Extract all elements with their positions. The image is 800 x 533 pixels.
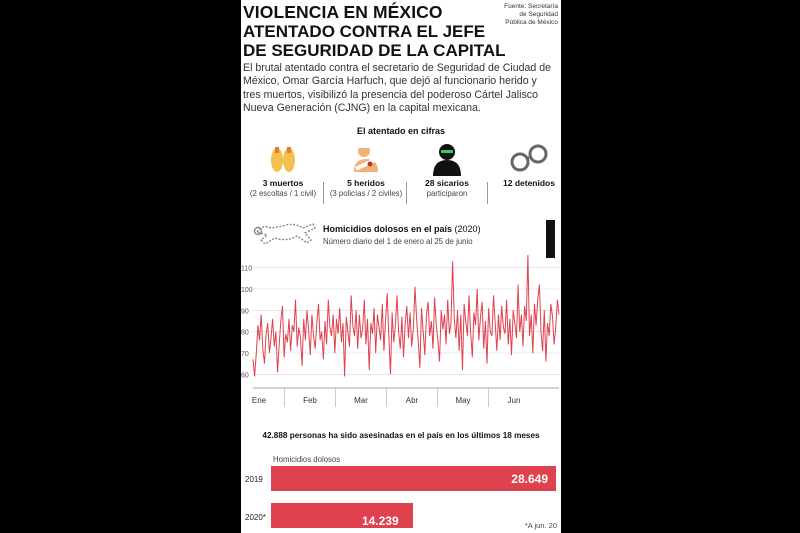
x-tick-label: Mar: [354, 396, 368, 405]
stat-heridos: 5 heridos (3 policías / 2 civiles): [326, 142, 406, 198]
x-tick-label: Ene: [252, 396, 267, 405]
intro-text: El brutal atentado contra el secretario …: [243, 62, 552, 115]
publisher-logo: [546, 220, 555, 258]
y-tick-label: 90: [241, 308, 249, 315]
bar-chart-title: 42.888 personas ha sido asesinadas en el…: [262, 431, 540, 440]
stat-label: 12 detenidos: [503, 178, 555, 188]
stat-sicarios: 28 sicarios participaron: [407, 142, 487, 198]
bar-chart-subtitle: Homicidios dolosos: [273, 455, 341, 464]
bar-label-2019: 2019: [245, 475, 263, 484]
masked-gunman-icon: [433, 144, 461, 176]
bar-2019: 28.649: [271, 466, 556, 491]
headline: ATENTADO CONTRA EL JEFE DE SEGURIDAD DE …: [243, 22, 506, 60]
divider: [323, 182, 324, 204]
stat-sub: (2 escoltas / 1 civil): [249, 189, 317, 198]
y-tick-label: 80: [241, 330, 249, 337]
main-title: VIOLENCIA EN MÉXICO: [243, 2, 443, 22]
line-chart: 60 70 80 90 100 110 Ene Feb Mar Abr May Jun: [241, 255, 560, 407]
bar-value: 28.649: [511, 472, 548, 486]
stat-sub: participaron: [426, 189, 468, 198]
stat-label: 3 muertos: [262, 178, 304, 188]
stat-label: 28 sicarios: [425, 178, 469, 188]
y-tick-label: 100: [241, 287, 253, 294]
y-tick-label: 110: [241, 266, 252, 273]
divider: [487, 182, 488, 204]
line-chart-subtitle: Número diario del 1 de enero al 25 de ju…: [323, 237, 473, 246]
x-tick-label: Jun: [508, 396, 521, 405]
stat-label: 5 heridos: [347, 178, 385, 188]
stat-sub: (3 policías / 2 civiles): [329, 189, 403, 198]
bar-2020: 14.239: [271, 503, 413, 528]
body-outline-icon: [253, 223, 316, 245]
feet-tag-icon: [271, 147, 295, 172]
bar-label-2020: 2020*: [245, 513, 266, 522]
source-note: Fuente: Secretaría de Seguridad Pública …: [504, 3, 558, 26]
infographic: VIOLENCIA EN MÉXICO ATENTADO CONTRA EL J…: [241, 0, 561, 533]
x-tick-label: Abr: [406, 396, 419, 405]
y-tick-label: 60: [241, 372, 249, 379]
cifras-title: El atentado en cifras: [356, 126, 446, 136]
x-tick-label: Feb: [303, 396, 317, 405]
stat-detenidos: 12 detenidos: [489, 142, 561, 189]
injured-person-icon: [354, 145, 378, 172]
bar-value: 14.239: [361, 514, 399, 528]
handcuffs-icon: [510, 144, 548, 172]
line-chart-title: Homicidios dolosos en el país (2020): [323, 224, 481, 234]
stat-muertos: 3 muertos (2 escoltas / 1 civil): [243, 142, 323, 198]
footnote: *A jun. 20: [524, 521, 557, 530]
divider: [406, 182, 407, 204]
y-tick-label: 70: [241, 351, 249, 358]
series-line: [252, 255, 560, 377]
x-tick-label: May: [455, 396, 470, 405]
